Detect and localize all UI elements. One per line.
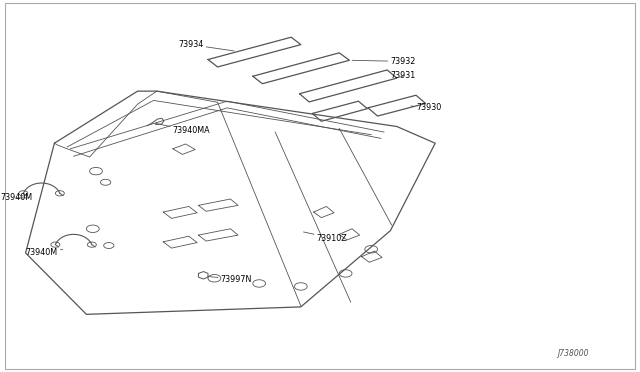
- Text: 73930: 73930: [411, 103, 441, 112]
- Text: J738000: J738000: [557, 349, 588, 358]
- Text: 73932: 73932: [352, 57, 416, 66]
- Text: 73940M: 73940M: [26, 248, 63, 257]
- Text: 73931: 73931: [390, 71, 415, 80]
- Text: 73910Z: 73910Z: [303, 232, 348, 243]
- Text: 73934: 73934: [179, 40, 234, 51]
- Text: 73940M: 73940M: [0, 193, 32, 202]
- Text: 73997N: 73997N: [207, 275, 252, 284]
- Text: 73940MA: 73940MA: [155, 124, 211, 135]
